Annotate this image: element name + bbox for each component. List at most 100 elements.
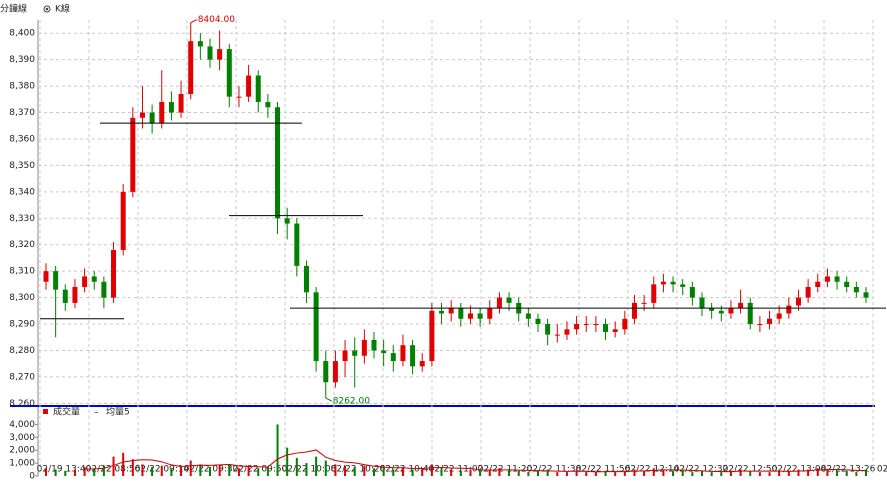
volume-bar (681, 470, 684, 476)
y-tick-label: 8,330 (9, 214, 35, 224)
vol-tick-label: 0 (29, 472, 35, 482)
candle-body (226, 49, 232, 97)
candle-body (246, 75, 252, 97)
volume-bar (353, 466, 356, 476)
volume-bar (778, 470, 781, 476)
volume-bar (247, 466, 250, 476)
candle-body (641, 302, 647, 304)
x-tick-label: 02/22 13 (877, 465, 887, 475)
volume-bar (701, 470, 703, 476)
candle-body (323, 361, 329, 383)
candle-body (342, 350, 348, 362)
candle-body (410, 345, 416, 367)
legend-separator: – (94, 408, 99, 418)
y-tick-label: 8,300 (9, 293, 35, 303)
y-tick-label: 8,350 (9, 161, 35, 171)
candle-body (178, 94, 184, 113)
candle-body (458, 308, 464, 319)
candle-body (400, 345, 406, 362)
candle-body (111, 250, 117, 298)
volume-bar (411, 469, 414, 476)
volume-bar (344, 465, 347, 476)
volume-bar (479, 470, 482, 476)
x-tick-label: 02/22 09:50 (233, 465, 288, 475)
candle-body (390, 353, 396, 362)
volume-bar (575, 470, 578, 476)
volume-bar (170, 468, 173, 476)
candle-body (313, 292, 319, 362)
x-tick-label: 02/22 10:08 (282, 465, 337, 475)
candle-body (381, 350, 387, 354)
high-label: 8404.00 (198, 15, 235, 25)
mode-k[interactable]: K線 (55, 3, 70, 15)
volume-bar (565, 472, 568, 476)
candle-body (197, 41, 203, 47)
volume-bar (710, 472, 713, 476)
vol-tick-label: 3,000 (9, 433, 35, 443)
volume-bar (633, 469, 636, 476)
y-tick-label: 8,370 (9, 108, 35, 118)
volume-bar (739, 469, 742, 476)
candle-body (545, 324, 551, 335)
volume-bar (845, 470, 848, 476)
volume-bar (855, 472, 858, 476)
candle-body (217, 49, 223, 60)
volume-bar (276, 424, 279, 476)
volume-bar (758, 472, 761, 476)
candle-body (294, 223, 300, 266)
candle-body (622, 318, 628, 330)
candle-body (130, 117, 136, 192)
vol-tick-label: 1,000 (9, 459, 35, 469)
volume-bar (209, 466, 211, 476)
volume-bar (392, 469, 395, 476)
y-tick-label: 8,380 (9, 82, 35, 92)
candle-body (506, 297, 512, 303)
candle-body (467, 313, 473, 319)
y-tick-label: 8,290 (9, 320, 35, 330)
y-tick-label: 8,390 (9, 55, 35, 65)
candle-body (815, 281, 821, 288)
volume-bar (189, 460, 192, 476)
candle-body (709, 308, 715, 311)
y-tick-label: 8,270 (9, 372, 35, 382)
volume-bar (237, 468, 240, 476)
volume-bar (315, 456, 318, 476)
volume-bar (401, 466, 404, 476)
radio[interactable] (43, 5, 51, 13)
candle-body (805, 287, 811, 298)
candle-body (159, 101, 165, 124)
candle-body (275, 107, 281, 219)
volume-bar (623, 470, 626, 476)
y-tick-label: 8,360 (9, 134, 35, 144)
candle-body (496, 297, 502, 309)
y-tick-label: 8,260 (9, 399, 35, 409)
volume-bar (324, 460, 327, 476)
volume-bar (257, 468, 260, 476)
x-tick-label: 02/22 13:08 (772, 465, 827, 475)
candle-body (603, 324, 609, 332)
volume-bar (151, 466, 154, 476)
mode-minute[interactable]: 分鐘線 (0, 3, 27, 15)
volume-bar (604, 470, 607, 476)
volume-bar (64, 470, 67, 476)
candle-body (583, 324, 589, 326)
volume-bar (122, 452, 125, 476)
volume-bar (556, 472, 559, 476)
volume-bar (498, 468, 501, 476)
volume-bar (228, 464, 231, 476)
x-tick-label: 02/22 11:56 (576, 465, 631, 475)
candle-body (786, 305, 792, 314)
candle-body (767, 318, 773, 325)
candle-body (168, 101, 174, 113)
volume-bar (691, 472, 694, 476)
y-tick-label: 8,320 (9, 240, 35, 250)
candle-body (670, 281, 676, 285)
volume-bar (421, 468, 424, 476)
candle-body (795, 297, 801, 306)
volume-bar (440, 468, 443, 476)
volume-bar (546, 469, 549, 476)
candle-body (612, 329, 618, 332)
x-tick-label: 02/22 12:50 (723, 465, 778, 475)
